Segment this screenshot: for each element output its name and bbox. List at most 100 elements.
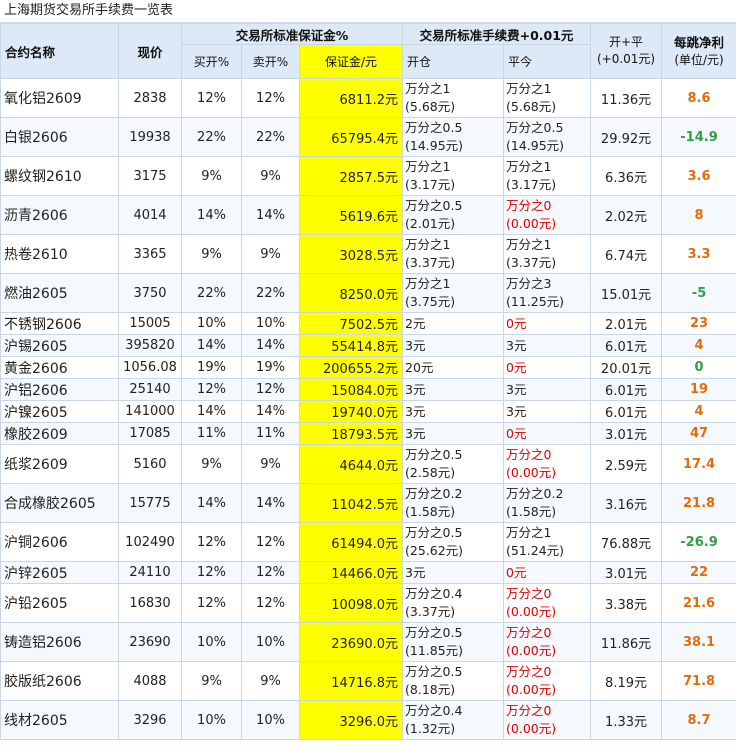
margin-amount: 14466.0元 bbox=[298, 561, 404, 584]
sell-open-pct: 10% bbox=[241, 700, 300, 740]
close-fee-amount: (11.25元) bbox=[506, 294, 565, 309]
close-fee: 3元 bbox=[503, 378, 592, 401]
total-fee: 3.16元 bbox=[590, 483, 663, 523]
current-price: 17085 bbox=[118, 422, 182, 445]
open-fee-value: 3元 bbox=[405, 381, 426, 397]
tick-profit: 3.6 bbox=[661, 156, 736, 196]
total-fee: 76.88元 bbox=[590, 522, 663, 562]
current-price: 141000 bbox=[118, 400, 182, 423]
total-fee: 6.01元 bbox=[590, 400, 663, 423]
open-fee: 万分之0.2 (1.58元) bbox=[402, 483, 505, 523]
contract-name: 合成橡胶2605 bbox=[0, 483, 119, 523]
margin-amount: 55414.8元 bbox=[298, 334, 404, 357]
header-row-sub: 买开% 卖开% 保证金/元 开仓 平今 bbox=[1, 44, 736, 79]
close-fee: 万分之0 (0.00元) bbox=[503, 661, 592, 701]
margin-amount: 14716.8元 bbox=[298, 661, 404, 701]
tick-profit: 23 bbox=[661, 312, 736, 335]
close-fee-value: 万分之0 bbox=[506, 586, 552, 601]
open-fee-amount: (25.62元) bbox=[405, 543, 464, 558]
sell-open-pct: 22% bbox=[241, 117, 300, 157]
total-fee: 15.01元 bbox=[590, 273, 663, 313]
close-fee-value: 万分之1 bbox=[506, 159, 552, 174]
open-fee-value: 万分之0.4 bbox=[405, 586, 463, 601]
open-fee-amount: (8.18元) bbox=[405, 682, 456, 697]
tick-profit: 8.6 bbox=[661, 78, 736, 118]
close-fee: 万分之1 (3.17元) bbox=[503, 156, 592, 196]
close-fee: 万分之0.5 (14.95元) bbox=[503, 117, 592, 157]
buy-open-pct: 22% bbox=[181, 117, 242, 157]
close-fee: 万分之0 (0.00元) bbox=[503, 195, 592, 235]
sell-open-pct: 12% bbox=[241, 522, 300, 562]
close-fee-value: 万分之0 bbox=[506, 198, 552, 213]
open-fee: 万分之0.5 (11.85元) bbox=[402, 622, 505, 662]
sell-open-pct: 12% bbox=[241, 583, 300, 623]
tick-profit: 19 bbox=[661, 378, 736, 401]
close-fee: 3元 bbox=[503, 400, 592, 423]
close-fee: 0元 bbox=[503, 356, 592, 379]
close-fee-value: 万分之0 bbox=[506, 625, 552, 640]
close-fee-value: 3元 bbox=[506, 403, 527, 419]
buy-open-pct: 12% bbox=[181, 561, 242, 584]
table-row: 铸造铝2606 23690 10% 10% 23690.0元 万分之0.5 (11.85元)… bbox=[0, 622, 736, 662]
table-row: 沥青2606 4014 14% 14% 5619.6元 万分之0.5 (2.01元) 万分之0… bbox=[0, 195, 736, 235]
close-fee: 万分之0 (0.00元) bbox=[503, 622, 592, 662]
open-fee-value: 万分之0.5 bbox=[405, 198, 463, 213]
contract-name: 橡胶2609 bbox=[0, 422, 119, 445]
open-fee-value: 万分之0.5 bbox=[405, 525, 463, 540]
contract-name: 线材2605 bbox=[0, 700, 119, 740]
close-fee: 万分之0 (0.00元) bbox=[503, 700, 592, 740]
tick-profit: 22 bbox=[661, 561, 736, 584]
open-fee-value: 万分之0.5 bbox=[405, 625, 463, 640]
contract-name: 沪铅2605 bbox=[0, 583, 119, 623]
close-fee-value: 万分之1 bbox=[506, 81, 552, 96]
buy-open-pct: 9% bbox=[181, 156, 242, 196]
close-fee-value: 万分之0.5 bbox=[506, 120, 564, 135]
current-price: 102490 bbox=[118, 522, 182, 562]
margin-amount: 200655.2元 bbox=[298, 356, 404, 379]
open-fee: 万分之1 (3.37元) bbox=[402, 234, 505, 274]
contract-name: 沪锡2605 bbox=[0, 334, 119, 357]
close-fee: 万分之1 (51.24元) bbox=[503, 522, 592, 562]
header-sell-open: 卖开% bbox=[241, 44, 300, 79]
open-fee: 万分之0.5 (8.18元) bbox=[402, 661, 505, 701]
open-fee-amount: (3.75元) bbox=[405, 294, 456, 309]
tick-profit: 17.4 bbox=[661, 444, 736, 484]
total-fee: 6.01元 bbox=[590, 334, 663, 357]
close-fee-amount: (3.17元) bbox=[506, 177, 557, 192]
open-fee-amount: (3.37元) bbox=[405, 255, 456, 270]
margin-amount: 10098.0元 bbox=[298, 583, 404, 623]
table-header: 合约名称 现价 交易所标准保证金% 交易所标准手续费+0.01元 开+平 (+0… bbox=[0, 23, 736, 79]
margin-amount: 18793.5元 bbox=[298, 422, 404, 445]
current-price: 23690 bbox=[118, 622, 182, 662]
header-margin: 保证金/元 bbox=[298, 44, 404, 79]
fee-table: 合约名称 现价 交易所标准保证金% 交易所标准手续费+0.01元 开+平 (+0… bbox=[0, 23, 736, 740]
close-fee: 0元 bbox=[503, 312, 592, 335]
close-fee-amount: (3.37元) bbox=[506, 255, 557, 270]
close-fee-value: 0元 bbox=[506, 425, 527, 441]
open-fee-value: 万分之0.5 bbox=[405, 664, 463, 679]
open-fee-amount: (1.58元) bbox=[405, 504, 456, 519]
buy-open-pct: 9% bbox=[181, 444, 242, 484]
current-price: 395820 bbox=[118, 334, 182, 357]
buy-open-pct: 14% bbox=[181, 400, 242, 423]
current-price: 4014 bbox=[118, 195, 182, 235]
close-fee-amount: (0.00元) bbox=[506, 643, 557, 658]
open-fee-value: 万分之1 bbox=[405, 159, 451, 174]
tick-profit: -5 bbox=[661, 273, 736, 313]
close-fee-value: 0元 bbox=[506, 564, 527, 580]
margin-amount: 8250.0元 bbox=[298, 273, 404, 313]
contract-name: 燃油2605 bbox=[0, 273, 119, 313]
total-fee: 2.59元 bbox=[590, 444, 663, 484]
header-tick-line2: (单位/元) bbox=[674, 52, 724, 67]
open-fee: 万分之1 (3.17元) bbox=[402, 156, 505, 196]
close-fee: 万分之0 (0.00元) bbox=[503, 444, 592, 484]
table-row: 热卷2610 3365 9% 9% 3028.5元 万分之1 (3.37元) 万分之1 (3.3… bbox=[0, 234, 736, 274]
total-fee: 2.01元 bbox=[590, 312, 663, 335]
open-fee: 20元 bbox=[402, 356, 505, 379]
close-fee-value: 万分之3 bbox=[506, 276, 552, 291]
sell-open-pct: 10% bbox=[241, 312, 300, 335]
buy-open-pct: 12% bbox=[181, 522, 242, 562]
open-fee-value: 万分之0.5 bbox=[405, 120, 463, 135]
total-fee: 6.74元 bbox=[590, 234, 663, 274]
tick-profit: 0 bbox=[661, 356, 736, 379]
